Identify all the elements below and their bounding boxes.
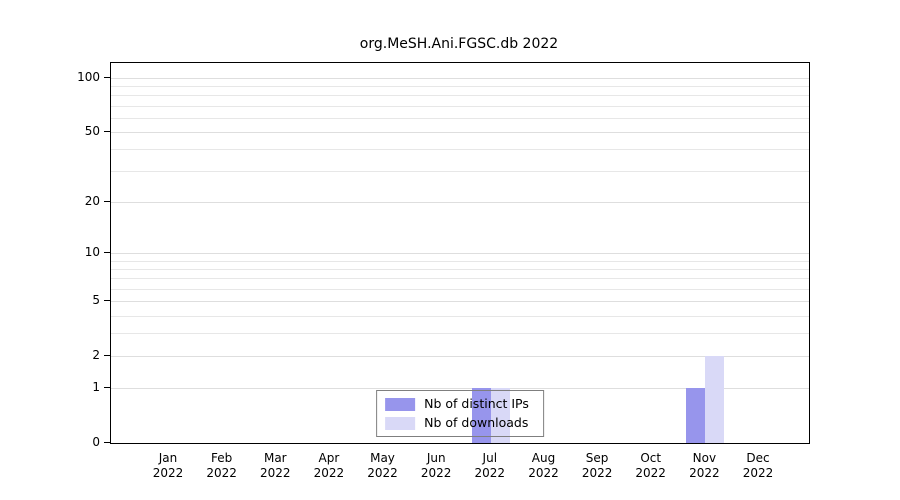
gridline (111, 315, 809, 317)
x-tick-month: Jun (426, 451, 446, 465)
x-tick-month: Sep (585, 451, 609, 465)
gridline (111, 301, 809, 303)
bar-distinct-ips (686, 388, 706, 443)
x-tick-month: Mar (263, 451, 287, 465)
y-tick (104, 201, 110, 202)
y-tick-label: 100 (77, 69, 100, 84)
gridline (111, 171, 809, 173)
x-tick-label: Sep 2022 (565, 451, 629, 481)
bar-downloads (705, 356, 725, 443)
x-tick-month: Apr (318, 451, 340, 465)
x-tick-month: Feb (210, 451, 233, 465)
gridline (111, 202, 809, 203)
legend-swatch-downloads (385, 416, 416, 430)
legend-label-distinct-ips: Nb of distinct IPs (424, 396, 529, 411)
x-tick-label: Jul 2022 (458, 451, 522, 481)
legend-swatch-distinct-ips (385, 397, 416, 411)
x-tick-month: Oct (640, 451, 662, 465)
x-tick-label: May 2022 (351, 451, 415, 481)
x-tick-label: Oct 2022 (619, 451, 683, 481)
plot-area: Nb of distinct IPs Nb of downloads (110, 62, 810, 444)
y-tick (104, 76, 110, 78)
y-tick-label: 5 (92, 293, 100, 308)
legend-item-distinct-ips: Nb of distinct IPs (385, 397, 529, 411)
y-tick (104, 252, 110, 254)
gridline (111, 333, 809, 335)
y-tick-label: 20 (84, 194, 100, 208)
x-tick-year: 2022 (689, 466, 720, 480)
gridline (111, 269, 809, 270)
y-tick (104, 355, 110, 356)
gridline (111, 117, 809, 119)
y-tick-label: 1 (92, 380, 100, 395)
gridline (111, 288, 809, 290)
y-tick-label: 10 (84, 245, 100, 260)
y-tick-label: 50 (84, 123, 100, 138)
gridline (111, 95, 809, 97)
gridline (111, 85, 809, 87)
gridline (111, 105, 809, 107)
x-tick-month: Jan (158, 451, 178, 465)
legend-item-downloads: Nb of downloads (385, 416, 529, 430)
gridline (111, 149, 809, 150)
x-tick-year: 2022 (260, 466, 291, 480)
x-tick-month: Dec (746, 451, 770, 465)
x-tick-year: 2022 (581, 466, 613, 480)
y-tick-label: 0 (92, 435, 100, 449)
y-tick (104, 387, 110, 389)
x-tick-month: Nov (692, 451, 717, 465)
bar-downloads (490, 388, 510, 443)
bar-distinct-ips (471, 388, 491, 443)
y-tick (104, 130, 110, 132)
legend-label-downloads: Nb of downloads (424, 415, 529, 430)
gridline (111, 356, 809, 357)
x-tick-label: Feb 2022 (190, 451, 254, 481)
legend: Nb of distinct IPs Nb of downloads (376, 390, 544, 437)
y-tick (104, 442, 110, 443)
x-tick-label: Jan 2022 (136, 451, 200, 481)
gridline (111, 77, 809, 79)
gridline (111, 253, 809, 255)
gridline (111, 278, 809, 280)
y-tick-label: 2 (92, 348, 100, 362)
x-tick-year: 2022 (474, 466, 506, 480)
x-tick-month: May (370, 451, 395, 465)
gridline (111, 388, 809, 390)
x-tick-year: 2022 (313, 466, 345, 480)
x-tick-label: Mar 2022 (243, 451, 307, 481)
x-tick-label: Dec 2022 (726, 451, 790, 481)
x-tick-label: Aug 2022 (512, 451, 576, 481)
x-tick-month: Jul (482, 451, 498, 465)
x-tick-year: 2022 (367, 466, 398, 480)
x-tick-label: Apr 2022 (297, 451, 361, 481)
x-tick-year: 2022 (742, 466, 774, 480)
gridline (111, 131, 809, 133)
x-tick-year: 2022 (206, 466, 237, 480)
x-tick-year: 2022 (420, 466, 452, 480)
x-tick-year: 2022 (528, 466, 559, 480)
y-tick (104, 300, 110, 302)
x-tick-month: Aug (531, 451, 556, 465)
x-tick-label: Jun 2022 (404, 451, 468, 481)
gridline (111, 260, 809, 262)
x-tick-year: 2022 (152, 466, 184, 480)
x-tick-year: 2022 (635, 466, 666, 480)
x-tick-label: Nov 2022 (672, 451, 736, 481)
chart-title: org.MeSH.Ani.FGSC.db 2022 (359, 36, 559, 52)
